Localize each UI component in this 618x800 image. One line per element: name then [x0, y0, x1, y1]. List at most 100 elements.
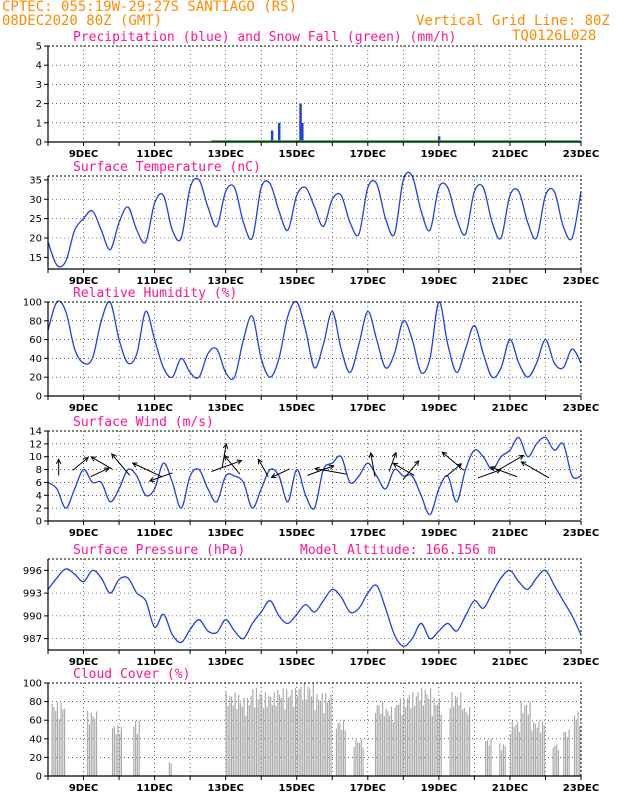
cloud-bar — [399, 698, 401, 776]
cloud-bar — [527, 714, 529, 776]
panel-frame — [47, 301, 582, 397]
cloud-bar — [543, 725, 545, 776]
cloud-bar — [277, 689, 279, 776]
x-tick-label: 9DEC — [69, 783, 98, 794]
cloud-bar — [119, 733, 121, 776]
panel-title: Precipitation (blue) and Snow Fall (gree… — [73, 30, 457, 45]
cloud-bar — [239, 702, 242, 776]
cloud-bar — [255, 688, 258, 776]
wind-arrowhead — [103, 467, 110, 473]
cloud-bar — [517, 721, 519, 776]
cloud-panel: Cloud Cover (%) 0 20 40 60 80 100 9DEC 11DEC 13DE… — [23, 667, 599, 794]
cloud-bar — [335, 728, 337, 776]
x-tick-label: 13DEC — [207, 403, 243, 414]
cloud-bar — [293, 706, 295, 776]
cloud-bar — [296, 696, 298, 776]
wind-arrowhead — [83, 456, 90, 463]
cloud-bar — [534, 723, 536, 776]
x-tick-label: 21DEC — [492, 149, 528, 160]
cloud-bar — [421, 687, 423, 776]
x-tick-label: 23DEC — [563, 276, 599, 287]
cloud-bar — [424, 690, 426, 776]
cloud-bar — [321, 693, 323, 776]
y-tick-label: 60 — [29, 716, 42, 727]
cloud-bar — [531, 730, 533, 776]
x-tick-label: 21DEC — [492, 657, 528, 668]
x-tick-label: 15DEC — [279, 528, 315, 539]
x-tick-label: 9DEC — [69, 657, 98, 668]
panel-title: Surface Temperature (nC) — [73, 160, 261, 175]
pressure-panel: Surface Pressure (hPa) Model Altitude: 16… — [23, 543, 599, 668]
wind-arrowhead — [368, 451, 375, 458]
cloud-bar — [287, 697, 290, 776]
cloud-bar — [433, 698, 435, 776]
cloud-bar — [566, 737, 568, 776]
x-tick-label: 17DEC — [350, 403, 386, 414]
cloud-bar — [353, 747, 355, 776]
cloud-bar — [554, 745, 556, 776]
humidity-panel: Relative Humidity (%) 0 20 40 60 80 100 9DEC 11D… — [23, 286, 599, 414]
wind-arrow — [257, 459, 269, 477]
cloud-bar — [577, 711, 579, 776]
temperature-panel: Surface Temperature (nC) 15 20 25 30 35 9DEC 11… — [29, 160, 599, 287]
cloud-bar — [264, 692, 266, 776]
cloud-bar — [412, 692, 414, 776]
panel-frame — [47, 175, 582, 270]
cloud-bar — [533, 722, 535, 776]
x-tick-label: 17DEC — [350, 528, 386, 539]
wind-arrowhead — [257, 458, 263, 465]
cloud-bar — [387, 711, 389, 776]
x-tick-label: 11DEC — [136, 657, 172, 668]
cloud-bar — [254, 707, 256, 776]
y-tick-label: 0 — [36, 392, 42, 403]
cloud-bar — [294, 687, 297, 776]
cloud-bar — [437, 704, 439, 776]
cloud-bar — [394, 707, 396, 776]
cloud-bar — [62, 709, 64, 776]
x-tick-label: 15DEC — [279, 657, 315, 668]
cloud-bar — [563, 731, 565, 776]
wind-arrowhead — [489, 465, 496, 472]
x-tick-label: 13DEC — [207, 528, 243, 539]
wind-arrowhead — [392, 462, 399, 468]
cloud-bar — [461, 709, 464, 776]
cloud-bar — [358, 742, 361, 776]
cloud-bar — [408, 694, 410, 776]
wind-arrowhead — [131, 462, 138, 468]
cloud-bar — [454, 695, 457, 776]
x-tick-label: 15DEC — [279, 149, 315, 160]
cloud-bar — [529, 701, 531, 776]
wind-arrow — [490, 466, 518, 478]
cloud-bar — [339, 722, 341, 776]
cloud-bar — [515, 724, 517, 776]
cloud-bar — [565, 731, 567, 776]
cloud-bar — [310, 696, 313, 776]
wind-arrowhead — [441, 451, 448, 458]
x-tick-label: 19DEC — [421, 403, 457, 414]
x-tick-label: 17DEC — [350, 276, 386, 287]
cloud-bar — [509, 733, 512, 776]
cloud-bar — [227, 706, 229, 776]
cloud-bar — [573, 715, 576, 776]
wind-arrow — [370, 452, 376, 477]
cloud-bar — [438, 698, 441, 776]
cloud-bar — [392, 722, 394, 776]
cloud-bar — [376, 705, 378, 776]
cloud-bar — [341, 729, 343, 776]
y-tick-label: 12 — [29, 439, 42, 450]
cloud-bar — [401, 715, 403, 776]
x-tick-label: 15DEC — [279, 403, 315, 414]
cloud-bar — [504, 746, 506, 776]
wind-arrow — [271, 468, 290, 478]
cloud-bar — [55, 711, 57, 776]
wind-arrow — [441, 451, 465, 471]
x-tick-label: 21DEC — [492, 783, 528, 794]
wind-arrowhead — [148, 476, 155, 483]
y-tick-label: 10 — [29, 452, 42, 463]
y-tick-label: 20 — [29, 753, 42, 764]
cloud-bar — [325, 693, 327, 776]
cloud-bar — [357, 742, 359, 776]
cloud-bar — [262, 708, 265, 776]
